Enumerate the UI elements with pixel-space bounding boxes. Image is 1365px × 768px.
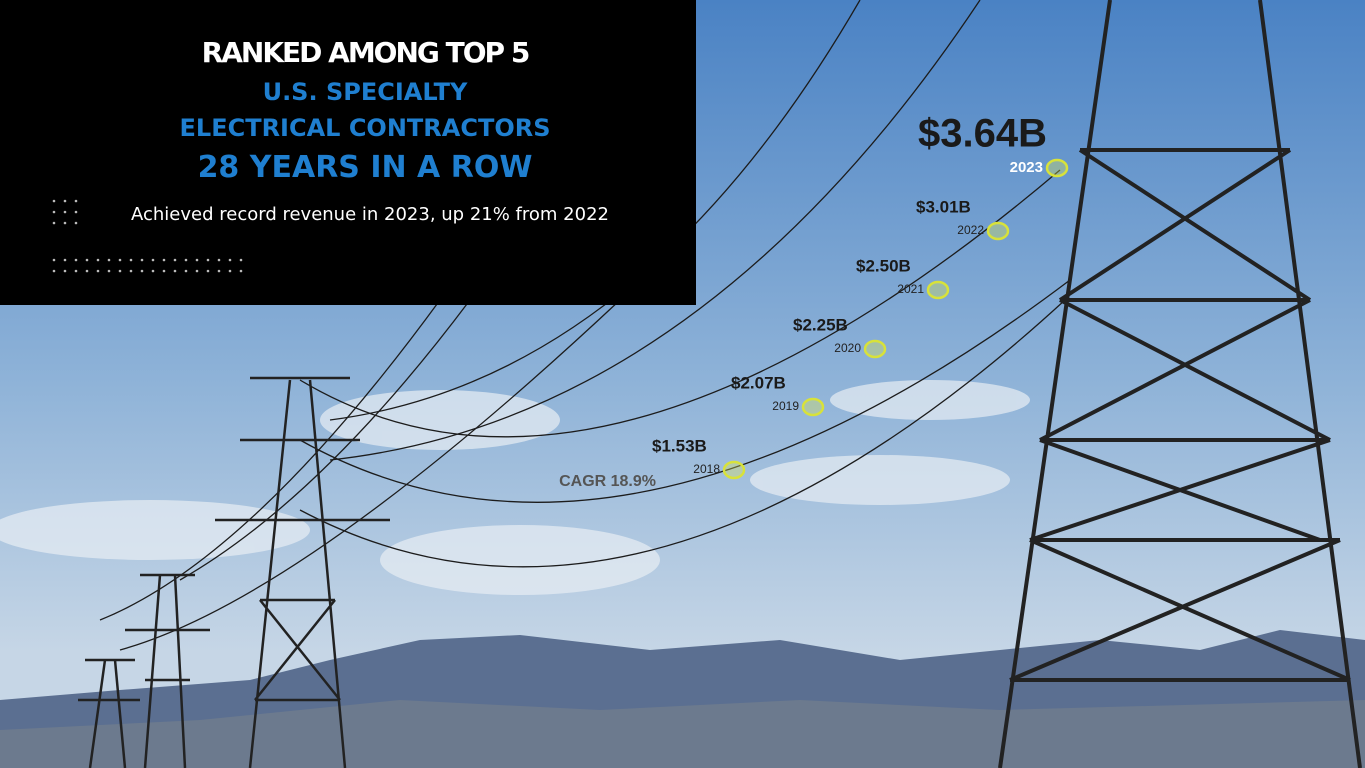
year-label: 2020 xyxy=(834,341,861,355)
dot-pattern xyxy=(52,199,243,273)
dot xyxy=(96,258,100,262)
dot xyxy=(151,258,155,262)
dot xyxy=(195,269,199,273)
revenue-label: $3.01B xyxy=(916,197,971,216)
dot xyxy=(63,199,67,203)
revenue-label: $1.53B xyxy=(652,436,707,455)
dot xyxy=(52,269,56,273)
dot xyxy=(118,258,122,262)
dot xyxy=(63,258,67,262)
dot xyxy=(206,269,210,273)
dot xyxy=(52,210,56,214)
dot xyxy=(195,258,199,262)
dot xyxy=(52,221,56,225)
year-label: 2018 xyxy=(693,462,720,476)
dot xyxy=(228,258,232,262)
marker-ring xyxy=(1045,158,1069,178)
dot xyxy=(74,199,78,203)
dot xyxy=(96,269,100,273)
dot xyxy=(107,269,111,273)
cagr-label: CAGR 18.9% xyxy=(559,473,656,490)
dot xyxy=(217,258,221,262)
dot xyxy=(217,269,221,273)
dot xyxy=(173,269,177,273)
dot xyxy=(228,269,232,273)
dot xyxy=(206,258,210,262)
dot xyxy=(239,258,243,262)
revenue-label: $2.07B xyxy=(731,373,786,392)
dot xyxy=(63,210,67,214)
revenue-label: $3.64B xyxy=(918,112,1047,156)
headline: RANKED AMONG TOP 5 xyxy=(201,36,531,69)
headline-blue: ELECTRICAL CONTRACTORS xyxy=(179,114,551,142)
year-label: 2021 xyxy=(897,282,924,296)
dot xyxy=(162,269,166,273)
marker-ring xyxy=(801,397,825,417)
dot xyxy=(129,258,133,262)
year-label: 2019 xyxy=(772,399,799,413)
dot xyxy=(184,258,188,262)
dot xyxy=(63,221,67,225)
dot xyxy=(74,221,78,225)
dot xyxy=(74,210,78,214)
title-panel xyxy=(0,0,696,305)
marker-ring xyxy=(926,280,950,300)
dot xyxy=(162,258,166,262)
dot xyxy=(140,258,144,262)
dot xyxy=(85,269,89,273)
year-label: 2022 xyxy=(957,223,984,237)
marker-ring xyxy=(863,339,887,359)
dot xyxy=(118,269,122,273)
marker-ring xyxy=(722,460,746,480)
headline-large: 28 YEARS IN A ROW xyxy=(197,150,533,185)
dot xyxy=(63,269,67,273)
dot xyxy=(239,269,243,273)
dot xyxy=(129,269,133,273)
marker-ring xyxy=(986,221,1010,241)
subtitle: Achieved record revenue in 2023, up 21% … xyxy=(131,204,609,225)
dot xyxy=(173,258,177,262)
revenue-label: $2.50B xyxy=(856,256,911,275)
dot xyxy=(74,258,78,262)
headline-blue: U.S. SPECIALTY xyxy=(262,78,468,106)
dot xyxy=(184,269,188,273)
dot xyxy=(151,269,155,273)
dot xyxy=(74,269,78,273)
dot xyxy=(85,258,89,262)
dot xyxy=(140,269,144,273)
dot xyxy=(107,258,111,262)
dot xyxy=(52,258,56,262)
dot xyxy=(52,199,56,203)
year-label: 2023 xyxy=(1010,159,1043,176)
revenue-label: $2.25B xyxy=(793,315,848,334)
